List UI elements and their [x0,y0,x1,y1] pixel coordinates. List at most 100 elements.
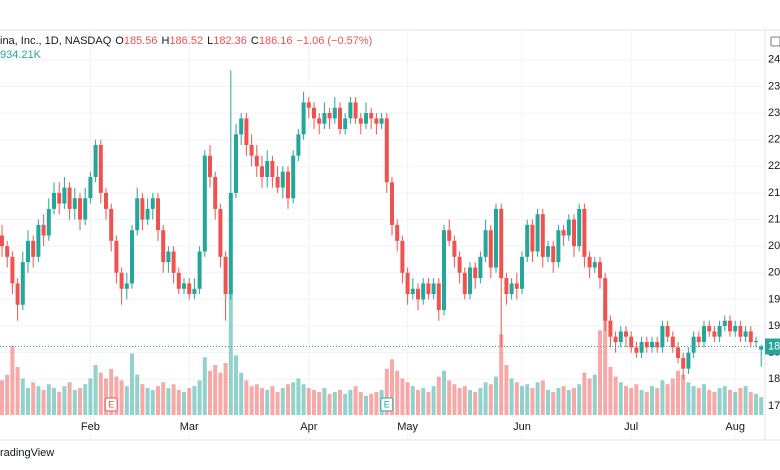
volume-bar [202,357,207,415]
candle-body [743,331,748,337]
candle-body [572,219,576,247]
candle-body [504,278,509,295]
candle-body [182,283,186,289]
volume-bar [213,365,218,415]
candle-body [208,155,212,177]
candle-body [442,230,446,311]
candle-body [665,326,670,337]
volume-bar [691,386,696,415]
volume-bar [561,386,566,415]
volume-bar [728,390,732,415]
volume-bar [390,359,394,415]
volume-bar [566,390,571,415]
candle-body [514,283,519,289]
volume-bar [176,390,181,415]
volume-bar [161,382,166,415]
candle-body [301,102,306,135]
candle-body [577,208,582,247]
volume-bar [457,388,462,415]
candle-body [483,230,488,257]
candle-body [520,256,524,289]
candle-body [52,192,56,209]
change: −1.06 (−0.57%) [296,35,373,47]
candle-body [650,342,654,348]
volume-bar [228,290,233,415]
volume-bar [0,380,4,415]
candle-body [41,224,46,236]
candle-body [46,208,51,236]
candle-body [93,145,98,177]
volume-bar [696,388,701,415]
candle-body [696,336,701,343]
candle-body [436,283,441,311]
candle-body [234,134,238,193]
volume-bar [306,388,311,415]
volume-bar [327,393,332,415]
candle-body [457,256,462,273]
volume-bar [124,386,129,415]
event-marker [380,397,394,412]
symbol: ina, Inc., 1D, NASDAQ [0,35,112,47]
volume-bar [275,391,280,415]
volume-bar [587,378,592,415]
candle-body [358,118,363,124]
volume-value: 934.21K [0,49,41,61]
candle-body [5,246,10,257]
candle-body [78,198,82,220]
event-marker-label: E [108,399,114,409]
volume-bar [421,388,426,415]
candle-body [754,340,758,343]
volume-bar [618,382,623,415]
volume-bar [592,374,597,415]
candle-body [140,198,145,220]
volume-bar [364,395,368,415]
volume-bar [265,390,270,415]
ohlc-label: O [115,35,124,47]
volume-bar [639,390,644,415]
candle-body [748,331,753,343]
volume-bar [509,378,514,415]
candle-body [707,326,712,332]
volume-bar [525,384,530,415]
candle-body [759,346,764,350]
volume-bar [400,378,405,415]
y-tick-label: 240 [768,54,780,66]
volume-bar [395,370,400,415]
candle-body [31,240,36,257]
candle-body [618,331,623,343]
volume-bar [613,376,618,415]
volume-bar [145,388,150,415]
candle-body [670,336,675,348]
volume-bar [72,390,77,415]
candle-body [452,240,457,257]
candle-body [228,192,233,295]
volume-bar [5,374,10,415]
candle-body [286,171,290,199]
volume-bar [52,388,56,415]
volume-bar [436,376,441,415]
volume-bar [26,388,30,415]
candle-body [681,358,686,369]
volume-bar [499,334,504,415]
candle-body [395,224,400,241]
candle-body [494,208,498,268]
volume-bar [171,384,176,415]
volume-bar [743,386,748,415]
volume-bar [494,376,498,415]
candle-body [20,262,25,305]
y-tick-label: 180 [768,373,780,385]
volume-bar [660,380,665,415]
candle-body [530,224,535,252]
volume-bar [369,393,374,415]
candle-body [260,166,264,177]
volume-bar [384,368,389,415]
candle-body [72,198,77,209]
volume-bar [738,388,743,415]
volume-bar [46,384,51,415]
candle-body [728,320,732,332]
volume-bar [244,380,249,415]
candle-body [223,256,228,295]
volume-bar [88,378,93,415]
volume-bar [759,397,764,415]
